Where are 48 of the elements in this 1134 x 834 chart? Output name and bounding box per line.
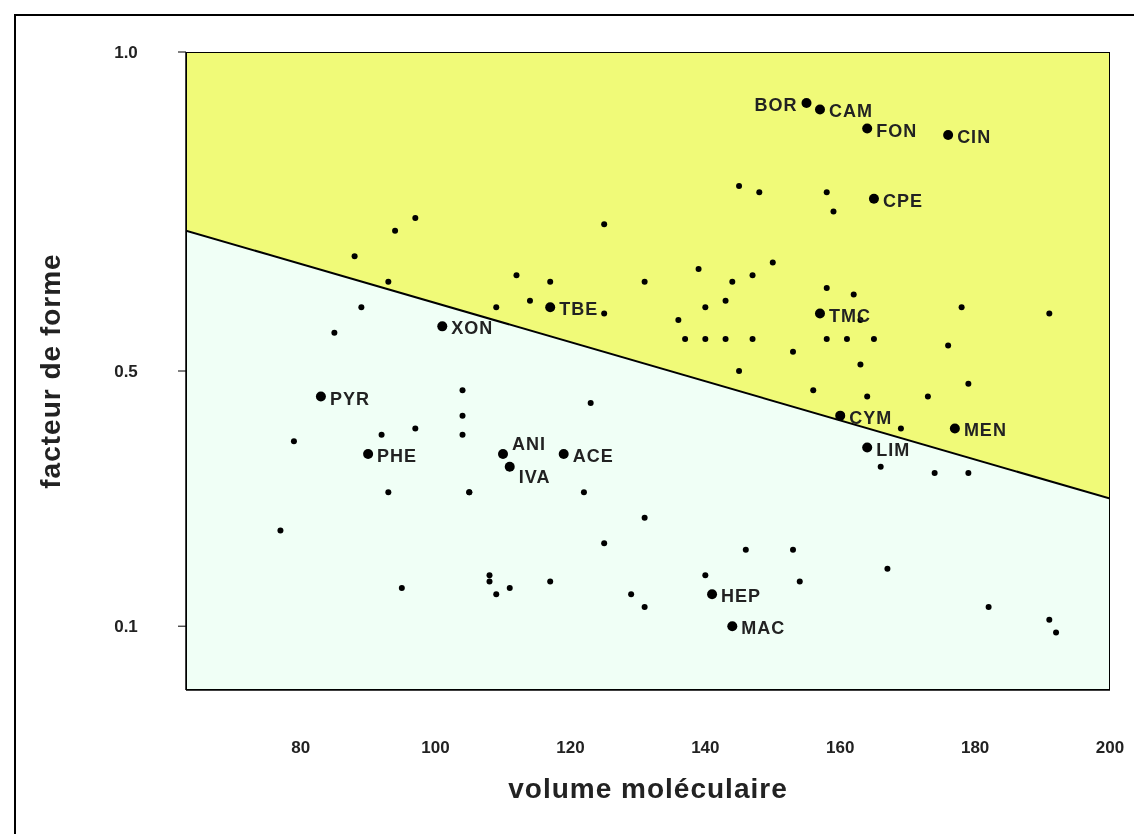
x-tick-label: 100 — [421, 738, 450, 757]
x-tick-label: 120 — [556, 738, 585, 757]
annotation: CPE — [882, 190, 923, 211]
x-tick-label: 180 — [960, 738, 990, 757]
annotation: HEP — [721, 586, 762, 607]
annotation: CIN — [957, 126, 992, 147]
annotation: LIM — [876, 439, 911, 460]
y-tick-label: 0.1 — [114, 617, 138, 637]
annotation: BOR — [754, 95, 798, 116]
annotation: MEN — [963, 420, 1007, 441]
y-tick-label: 0.5 — [114, 362, 138, 381]
x-tick-label: 140 — [691, 738, 720, 757]
x-tick-label: 160 — [826, 738, 855, 757]
point — [862, 123, 873, 134]
annotation: ACE — [572, 445, 614, 466]
point — [949, 423, 960, 434]
point — [497, 448, 508, 459]
x-axis-title: volume moléculaire — [508, 773, 788, 804]
annotation: PYR — [329, 388, 370, 409]
y-tick-label: 1.0 — [114, 43, 138, 62]
annotation: CYM — [849, 407, 893, 428]
annotation: FON — [876, 120, 918, 141]
annotation: XON — [451, 318, 494, 339]
y-axis-title: facteur de forme — [34, 253, 66, 489]
point — [437, 321, 448, 332]
point — [868, 193, 879, 204]
point — [862, 442, 873, 453]
point — [707, 589, 718, 600]
point — [814, 308, 825, 319]
point — [363, 448, 374, 459]
point — [558, 448, 569, 459]
point — [545, 302, 556, 313]
point — [727, 621, 738, 632]
x-tick-label: 80 — [291, 738, 311, 757]
point — [943, 129, 954, 140]
point — [835, 410, 846, 421]
annotation: TMC — [828, 305, 871, 326]
point — [801, 98, 812, 109]
annotation: PHE — [377, 445, 418, 466]
point — [315, 391, 326, 402]
annotation: ANI — [511, 433, 546, 454]
annotation: IVA — [518, 466, 551, 487]
annotation: MAC — [741, 618, 786, 639]
point — [814, 104, 825, 115]
point — [504, 461, 515, 472]
x-tick-label: 200 — [1095, 738, 1125, 757]
annotation: TBE — [559, 299, 599, 320]
annotation: CAM — [828, 101, 873, 122]
